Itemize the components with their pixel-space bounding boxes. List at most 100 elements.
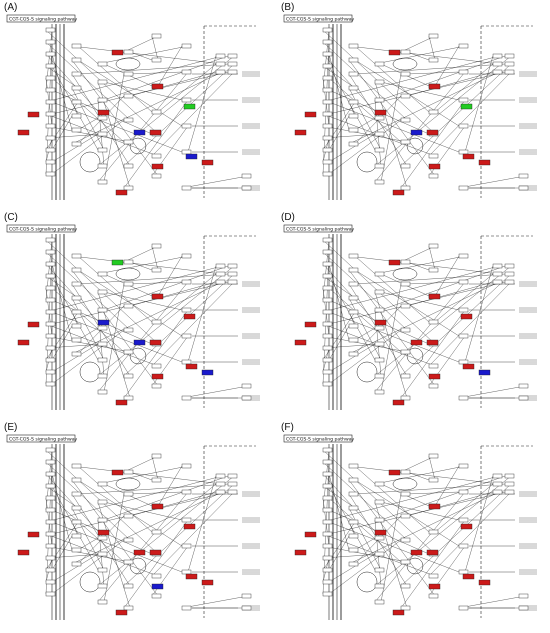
pathway-edge	[51, 101, 183, 153]
pathway-edge	[458, 175, 526, 189]
pathway-edge	[103, 493, 125, 603]
pathway-edge	[77, 63, 229, 75]
gene-node	[348, 253, 359, 259]
gene-node	[97, 499, 108, 505]
pathway-edge	[322, 521, 356, 571]
gene-node	[181, 123, 192, 129]
gene-node	[348, 85, 359, 91]
pathway-edge	[123, 519, 189, 609]
pathway-edge	[400, 99, 466, 189]
highlighted-gene-red	[392, 189, 405, 196]
highlighted-gene-red	[388, 469, 401, 476]
gene-node	[45, 99, 56, 105]
highlighted-gene-red	[462, 573, 475, 580]
gene-node	[458, 359, 469, 365]
highlighted-gene-blue	[133, 129, 146, 136]
gene-node	[151, 477, 162, 483]
pathway-edge	[77, 117, 99, 131]
pathway-edge	[322, 125, 408, 143]
panel-c: (C) CGT-CGS-S signaling pathway	[4, 212, 272, 418]
gene-node	[348, 519, 359, 525]
pathway-edge	[77, 269, 183, 337]
gene-node	[492, 61, 503, 67]
pathway-map: CGT-CGS-S signaling pathway	[6, 224, 260, 410]
highlighted-gene-red	[426, 129, 439, 136]
pathway-edge	[51, 535, 73, 571]
gene-node	[428, 109, 439, 115]
compartment-circle	[356, 151, 378, 173]
pathway-edge	[328, 119, 402, 175]
gene-node	[458, 489, 469, 495]
gene-node	[322, 249, 333, 255]
pathway-edge	[354, 479, 460, 547]
pathway-edge	[151, 245, 159, 271]
pathway-edge	[380, 501, 460, 521]
pathway-title-box	[6, 434, 76, 443]
gene-node	[97, 373, 108, 379]
gene-node	[151, 243, 162, 249]
gene-node	[374, 79, 385, 85]
pathway-edge	[151, 281, 235, 367]
highlighted-gene-green	[460, 103, 473, 110]
gene-node	[400, 259, 411, 265]
pathway-edge	[348, 465, 500, 485]
gene-node	[518, 593, 529, 599]
gene-node	[374, 481, 385, 487]
gene-node	[71, 309, 82, 315]
gene-node	[458, 569, 469, 575]
gene-node	[123, 327, 134, 333]
gene-node	[492, 271, 503, 277]
highlighted-gene-red	[428, 83, 441, 90]
gene-node	[123, 259, 134, 265]
gene-node	[322, 567, 333, 573]
gene-node	[400, 49, 411, 55]
gene-node	[458, 517, 469, 523]
gene-node	[71, 71, 82, 77]
pathway-edge	[51, 119, 125, 175]
pathway-edge	[51, 497, 125, 563]
panel-f: (F) CGT-CGS-S signaling pathway	[281, 422, 549, 628]
gene-node	[428, 243, 439, 249]
gene-node	[322, 447, 333, 453]
gene-node	[97, 163, 108, 169]
pathway-edge	[406, 491, 460, 495]
gene-node	[458, 395, 469, 401]
gene-node	[322, 99, 333, 105]
gene-node	[322, 519, 333, 525]
gene-node	[71, 533, 82, 539]
compartment-ellipse	[115, 57, 141, 71]
pathway-edge	[71, 101, 79, 117]
gene-node	[71, 351, 82, 357]
pathway-edge	[51, 263, 73, 341]
gene-node	[215, 279, 226, 285]
compartment-circle	[406, 557, 424, 575]
gene-node	[400, 395, 411, 401]
pathway-title-box	[283, 224, 353, 233]
gene-node	[400, 303, 411, 309]
pathway-edge	[322, 65, 356, 89]
pathway-edge	[328, 343, 376, 373]
gene-node	[97, 115, 108, 121]
pathway-edge	[45, 485, 79, 509]
gene-node	[227, 473, 238, 479]
gene-node	[400, 281, 411, 287]
pathway-edge	[328, 325, 350, 361]
pathway-edge	[328, 263, 350, 341]
gene-node	[322, 111, 333, 117]
gene-node	[97, 551, 108, 557]
pathway-edge	[328, 473, 350, 551]
gene-node	[71, 57, 82, 63]
pathway-edge	[322, 545, 408, 563]
pathway-edge	[458, 385, 526, 399]
pathway-edge	[77, 483, 229, 495]
gene-node	[504, 271, 515, 277]
highlighted-gene-blue	[151, 583, 164, 590]
pathway-edge	[45, 311, 79, 361]
panel-label: (A)	[4, 2, 18, 13]
gene-node	[322, 87, 333, 93]
pathway-edge	[322, 41, 408, 121]
pathway-edge	[181, 385, 249, 399]
pathway-edge	[51, 281, 229, 325]
gene-node	[123, 605, 134, 611]
panel-d: (D) CGT-CGS-S signaling pathway	[281, 212, 549, 418]
